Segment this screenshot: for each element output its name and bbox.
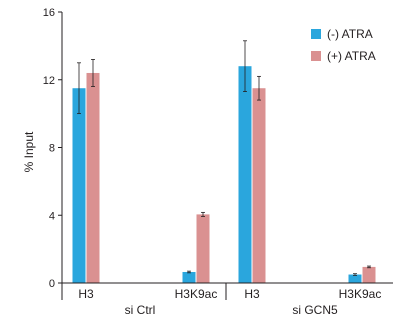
group-label: si Ctrl (125, 303, 156, 317)
bar-h3k9ac-series-1 (182, 271, 196, 283)
bar-h3-series-1 (72, 88, 86, 283)
y-tick-label: 4 (49, 210, 55, 222)
y-tick-label: 0 (49, 278, 55, 290)
legend-swatch (311, 51, 321, 61)
y-tick-label: 16 (43, 7, 55, 19)
x-tick-label: H3 (78, 287, 94, 301)
x-tick-label: H3K9ac (175, 287, 218, 301)
legend: (-) ATRA (+) ATRA (311, 27, 376, 63)
x-tick-label: H3K9ac (339, 287, 382, 301)
x-axis: H3 H3K9ac H3 H3K9ac si Ctrl si GCN5 (61, 282, 393, 317)
bar-h3k9ac-series-2 (196, 214, 210, 283)
bar-h3-series-2 (252, 88, 266, 283)
legend-label: (-) ATRA (327, 27, 373, 41)
y-tick-label: 8 (49, 143, 55, 155)
bar-h3-series-1 (238, 66, 252, 283)
bar-h3k9ac-series-1 (348, 274, 362, 283)
y-axis: 0 4 8 12 16 (43, 7, 63, 290)
x-tick-label: H3 (244, 287, 260, 301)
bar-h3-series-2 (86, 72, 100, 283)
legend-label: (+) ATRA (327, 49, 376, 63)
y-axis-title: % Input (22, 131, 36, 172)
bars (72, 40, 376, 283)
bar-h3k9ac-series-2 (362, 266, 376, 283)
group-label: si GCN5 (292, 303, 338, 317)
y-tick-label: 12 (43, 75, 55, 87)
legend-swatch (311, 29, 321, 39)
